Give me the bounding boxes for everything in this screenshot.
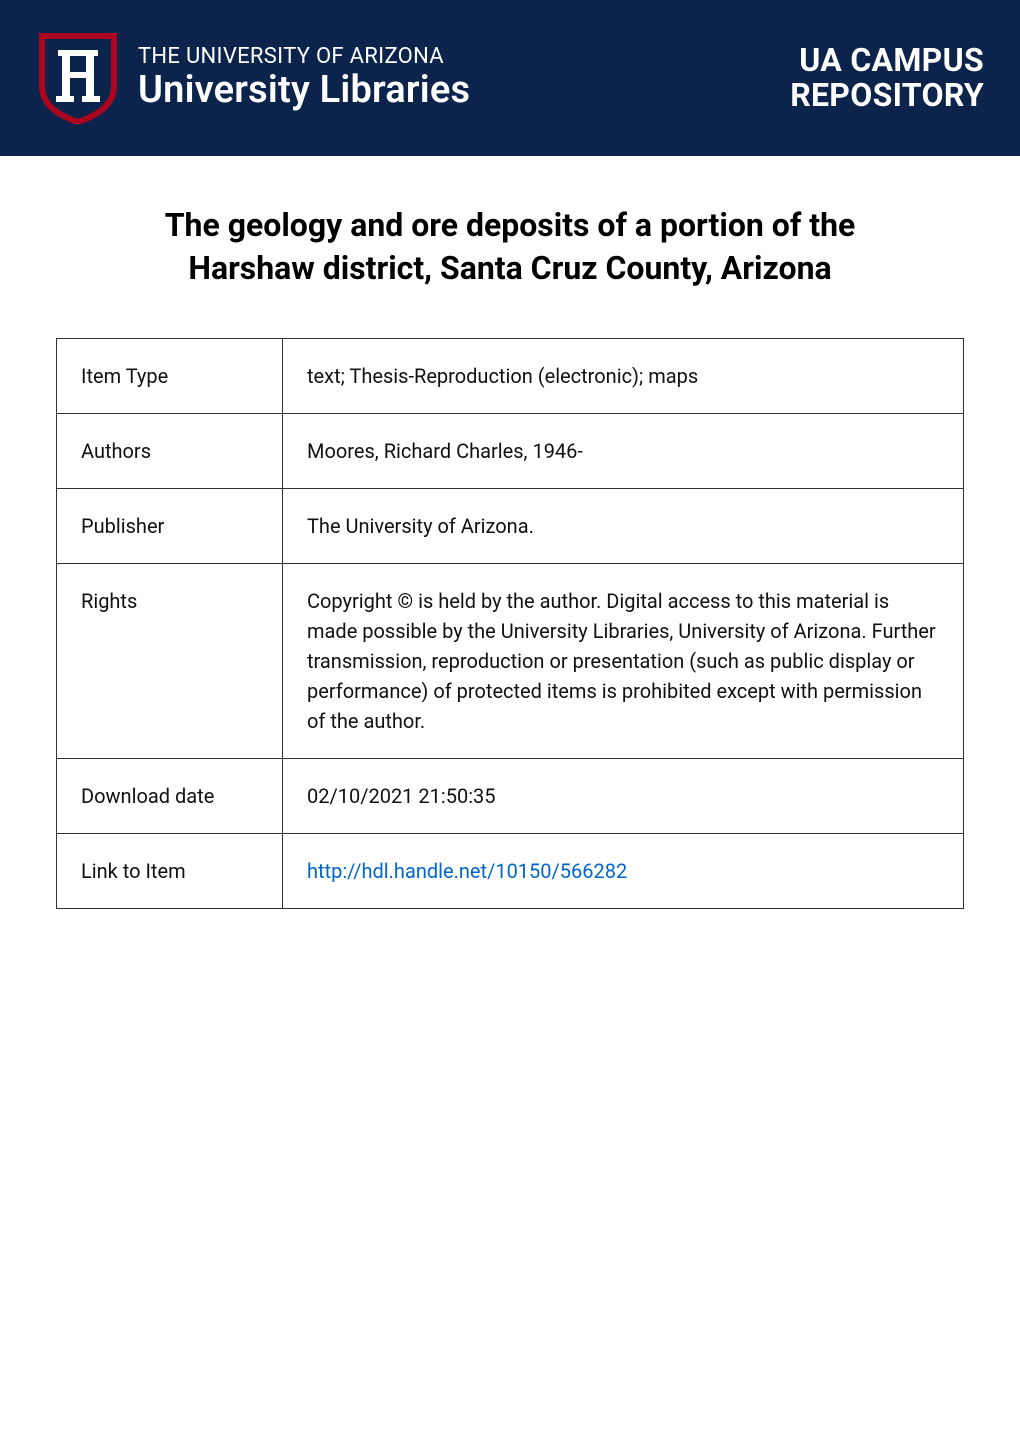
table-row: Item Type text; Thesis-Reproduction (ele…: [57, 339, 964, 414]
meta-value: 02/10/2021 21:50:35: [283, 759, 964, 834]
metadata-table-body: Item Type text; Thesis-Reproduction (ele…: [57, 339, 964, 909]
meta-key: Link to Item: [57, 834, 283, 909]
meta-key: Download date: [57, 759, 283, 834]
meta-key: Authors: [57, 414, 283, 489]
meta-value: Copyright © is held by the author. Digit…: [283, 564, 964, 759]
ua-logo-icon: [36, 32, 120, 124]
repo-line-2: REPOSITORY: [790, 78, 984, 113]
repo-line-1: UA CAMPUS: [790, 43, 984, 78]
meta-value: http://hdl.handle.net/10150/566282: [283, 834, 964, 909]
table-row: Download date 02/10/2021 21:50:35: [57, 759, 964, 834]
title-line-2: Harshaw district, Santa Cruz County, Ari…: [56, 247, 964, 290]
table-row: Authors Moores, Richard Charles, 1946-: [57, 414, 964, 489]
meta-value: The University of Arizona.: [283, 489, 964, 564]
institution-small: THE UNIVERSITY OF ARIZONA: [138, 44, 470, 69]
meta-key: Publisher: [57, 489, 283, 564]
header-right: UA CAMPUS REPOSITORY: [790, 43, 984, 113]
item-link[interactable]: http://hdl.handle.net/10150/566282: [307, 859, 627, 883]
institution-large: University Libraries: [138, 69, 470, 113]
meta-value: text; Thesis-Reproduction (electronic); …: [283, 339, 964, 414]
header-text: THE UNIVERSITY OF ARIZONA University Lib…: [138, 44, 470, 113]
meta-key: Item Type: [57, 339, 283, 414]
table-row: Link to Item http://hdl.handle.net/10150…: [57, 834, 964, 909]
page-title: The geology and ore deposits of a portio…: [56, 204, 964, 290]
meta-key: Rights: [57, 564, 283, 759]
table-row: Publisher The University of Arizona.: [57, 489, 964, 564]
meta-value: Moores, Richard Charles, 1946-: [283, 414, 964, 489]
metadata-table: Item Type text; Thesis-Reproduction (ele…: [56, 338, 964, 909]
title-line-1: The geology and ore deposits of a portio…: [56, 204, 964, 247]
header-left: THE UNIVERSITY OF ARIZONA University Lib…: [36, 32, 470, 124]
main-content: The geology and ore deposits of a portio…: [0, 156, 1020, 909]
header-bar: THE UNIVERSITY OF ARIZONA University Lib…: [0, 0, 1020, 156]
table-row: Rights Copyright © is held by the author…: [57, 564, 964, 759]
